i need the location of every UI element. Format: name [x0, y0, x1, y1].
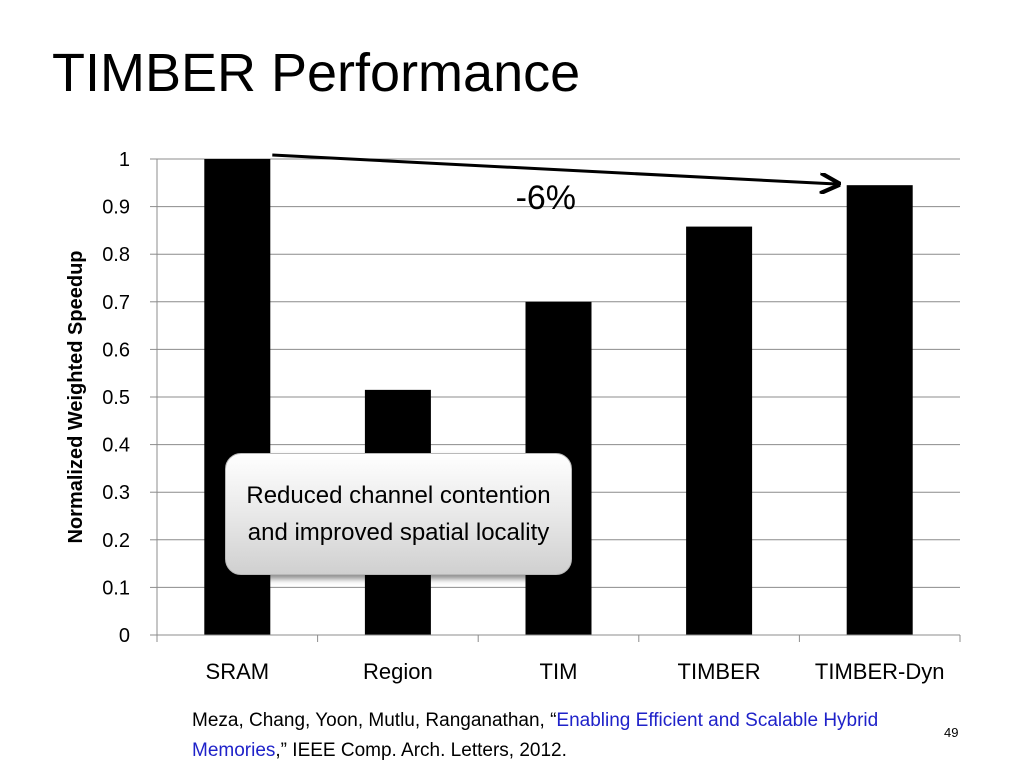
bar-timber-dyn	[846, 185, 913, 635]
axes	[156, 159, 961, 642]
y-tick-label: 0.8	[102, 244, 130, 266]
x-tick-labels: SRAM Region TIM TIMBER TIMBER-Dyn	[206, 659, 945, 684]
y-tick-label: 0.2	[102, 530, 130, 552]
citation-authors: Meza, Chang, Yoon, Mutlu, Ranganathan, “	[192, 710, 557, 731]
y-tick-label: 0.5	[102, 387, 130, 409]
x-tick-label: TIMBER	[678, 659, 761, 684]
y-tick-labels: 0 0.1 0.2 0.3 0.4 0.5 0.6 0.7 0.8 0.9 1	[102, 149, 130, 647]
callout-box: Reduced channel contention and improved …	[225, 453, 572, 575]
x-tick-label: SRAM	[206, 659, 270, 684]
trend-arrow	[272, 153, 838, 184]
citation-venue: ,” IEEE Comp. Arch. Letters, 2012.	[275, 740, 567, 761]
y-tick-label: 0.7	[102, 292, 130, 314]
citation: Meza, Chang, Yoon, Mutlu, Ranganathan, “…	[192, 706, 892, 766]
y-tick-label: 0.1	[102, 577, 130, 599]
x-tick-label: TIM	[540, 659, 578, 684]
y-tick-label: 0.9	[102, 197, 130, 219]
y-tick-label: 0.3	[102, 482, 130, 504]
page-number: 49	[944, 725, 959, 740]
bar-timber	[686, 226, 753, 636]
x-tick-label: TIMBER-Dyn	[815, 659, 945, 684]
y-tick-label: 0.4	[102, 435, 130, 457]
change-label: -6%	[516, 179, 576, 217]
callout-text: Reduced channel contention and improved …	[246, 482, 551, 546]
y-tick-label: 1	[119, 149, 130, 171]
y-tick-label: 0	[119, 625, 130, 647]
y-axis-label: Normalized Weighted Speedup	[65, 251, 87, 544]
slide-title: TIMBER Performance	[52, 43, 581, 103]
x-tick-label: Region	[363, 659, 433, 684]
citation-link[interactable]: Enabling Efficient and Scalable Hybrid M…	[192, 710, 879, 761]
y-tick-label: 0.6	[102, 339, 130, 361]
